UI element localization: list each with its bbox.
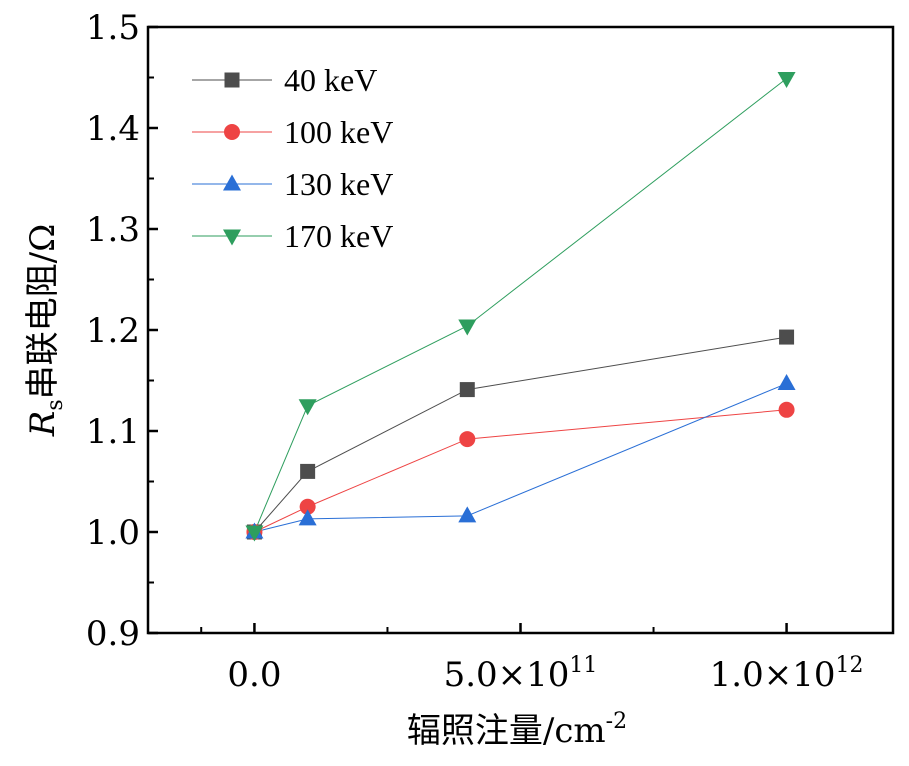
data-point	[779, 329, 795, 345]
series-line	[254, 409, 787, 533]
x-tick-mantissa: 0.0	[227, 655, 281, 695]
legend-label: 100 keV	[284, 114, 393, 150]
data-point	[459, 431, 476, 448]
data-point	[300, 463, 316, 479]
data-point	[298, 509, 317, 526]
x-tick-exponent: 12	[835, 653, 863, 678]
y-axis-title-text: 串联电阻/Ω	[23, 224, 63, 400]
legend-marker	[223, 174, 241, 191]
legend-label: 170 keV	[284, 218, 393, 254]
series-line	[254, 383, 787, 533]
x-axis-title: 辐照注量/cm-2	[407, 709, 627, 751]
x-axis-title-text: 辐照注量/cm	[407, 711, 606, 751]
series-line	[253, 78, 787, 533]
data-point	[778, 401, 795, 418]
legend-marker	[223, 229, 241, 246]
legend-marker	[224, 124, 240, 140]
y-tick-label: 1.4	[86, 109, 140, 149]
series-markers	[245, 72, 796, 542]
x-tick-exponent: 11	[569, 653, 597, 678]
data-point	[458, 506, 477, 523]
y-tick-label: 1.5	[86, 8, 140, 48]
y-axis-title-subscript: s	[43, 399, 68, 410]
y-tick-label: 1.0	[86, 513, 140, 553]
y-axis-title-symbol: R	[23, 411, 63, 438]
data-point	[777, 72, 796, 89]
y-axis-title: Rs串联电阻/Ω	[23, 224, 68, 438]
legend-marker	[224, 72, 240, 88]
y-tick-label: 1.2	[86, 311, 140, 351]
data-point	[458, 319, 477, 336]
legend: 40 keV 100 keV 130 keV 170 keV	[192, 62, 393, 254]
legend-label: 130 keV	[284, 166, 393, 202]
y-tick-label: 1.1	[86, 412, 140, 452]
y-tick-labels: 0.9 1.0 1.1 1.2 1.3 1.4 1.5	[86, 8, 140, 654]
x-tick-mantissa: 1.0×10	[710, 655, 836, 695]
x-axis-title-superscript: -2	[606, 709, 627, 734]
legend-label: 40 keV	[284, 62, 377, 98]
x-tick-label: 5.0×1011	[444, 653, 598, 695]
x-tick-label: 1.0×1012	[710, 653, 864, 695]
y-tick-label: 0.9	[86, 614, 140, 654]
x-tick-mantissa: 5.0×10	[444, 655, 570, 695]
data-point	[245, 525, 264, 542]
plot-area	[146, 25, 895, 635]
y-tick-label: 1.3	[86, 210, 140, 250]
axis-ticks	[148, 25, 788, 635]
x-tick-label: 0.0	[227, 655, 281, 695]
series-line	[254, 336, 787, 533]
data-point	[299, 498, 316, 515]
x-tick-labels: 0.0 5.0×1011 1.0×1012	[227, 653, 863, 695]
data-point	[777, 374, 796, 391]
data-point	[298, 399, 317, 416]
series-lines	[253, 78, 787, 533]
data-point	[459, 382, 475, 398]
